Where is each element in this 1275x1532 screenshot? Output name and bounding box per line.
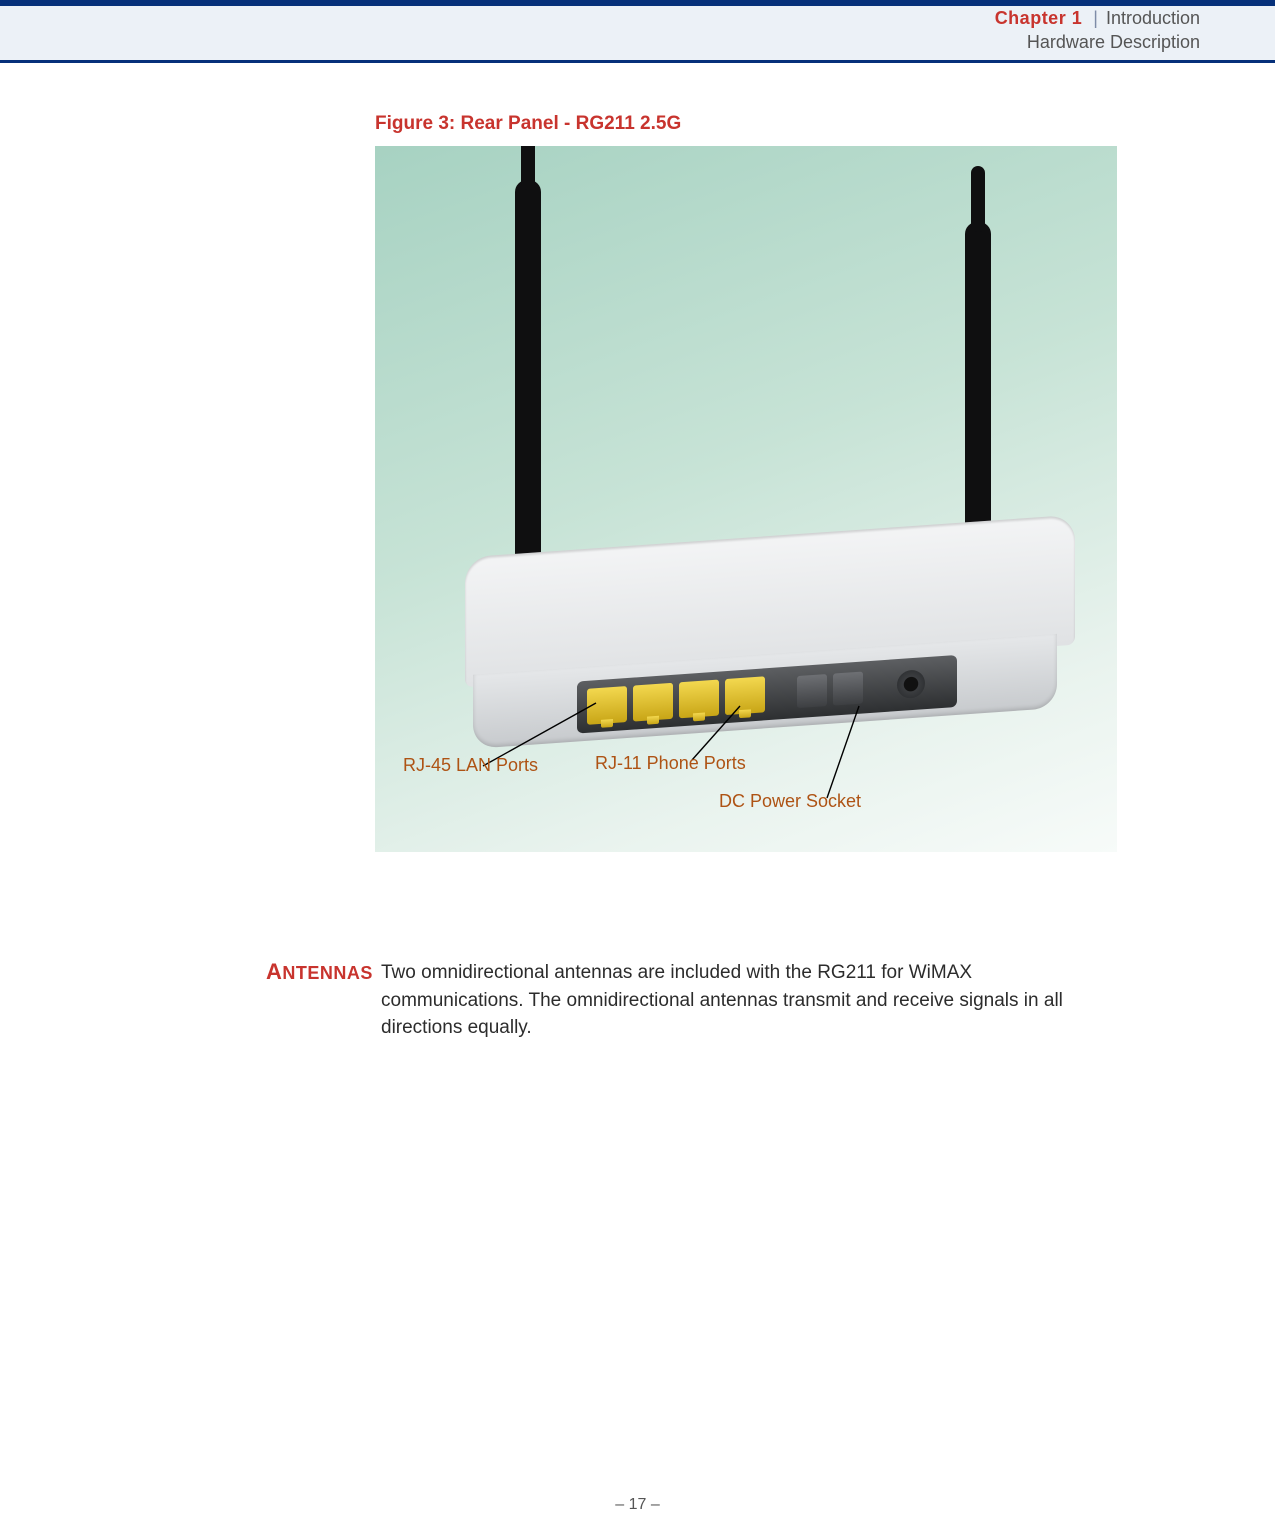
chapter-title: Introduction — [1106, 8, 1200, 28]
label-lan-ports: RJ-45 LAN Ports — [403, 755, 538, 776]
label-phone-ports: RJ-11 Phone Ports — [595, 753, 746, 774]
figure-caption: Figure 3: Rear Panel - RG211 2.5G — [375, 113, 681, 135]
document-page: Chapter 1 | Introduction Hardware Descri… — [0, 0, 1275, 1532]
running-header: Chapter 1 | Introduction Hardware Descri… — [400, 6, 1200, 60]
header-line-1: Chapter 1 | Introduction — [400, 6, 1200, 30]
page-number: – 17 – — [0, 1496, 1275, 1514]
figure-image: RJ-45 LAN Ports RJ-11 Phone Ports DC Pow… — [375, 146, 1117, 852]
header-bottom-rule — [0, 60, 1275, 63]
chapter-label: Chapter 1 — [995, 8, 1083, 28]
callout-lines — [375, 146, 1117, 852]
header-separator: | — [1087, 8, 1101, 28]
label-dc-socket: DC Power Socket — [719, 791, 861, 812]
section-subtitle: Hardware Description — [400, 30, 1200, 54]
section-body: Two omnidirectional antennas are include… — [381, 959, 1081, 1042]
section-heading: Antennas — [266, 959, 373, 985]
